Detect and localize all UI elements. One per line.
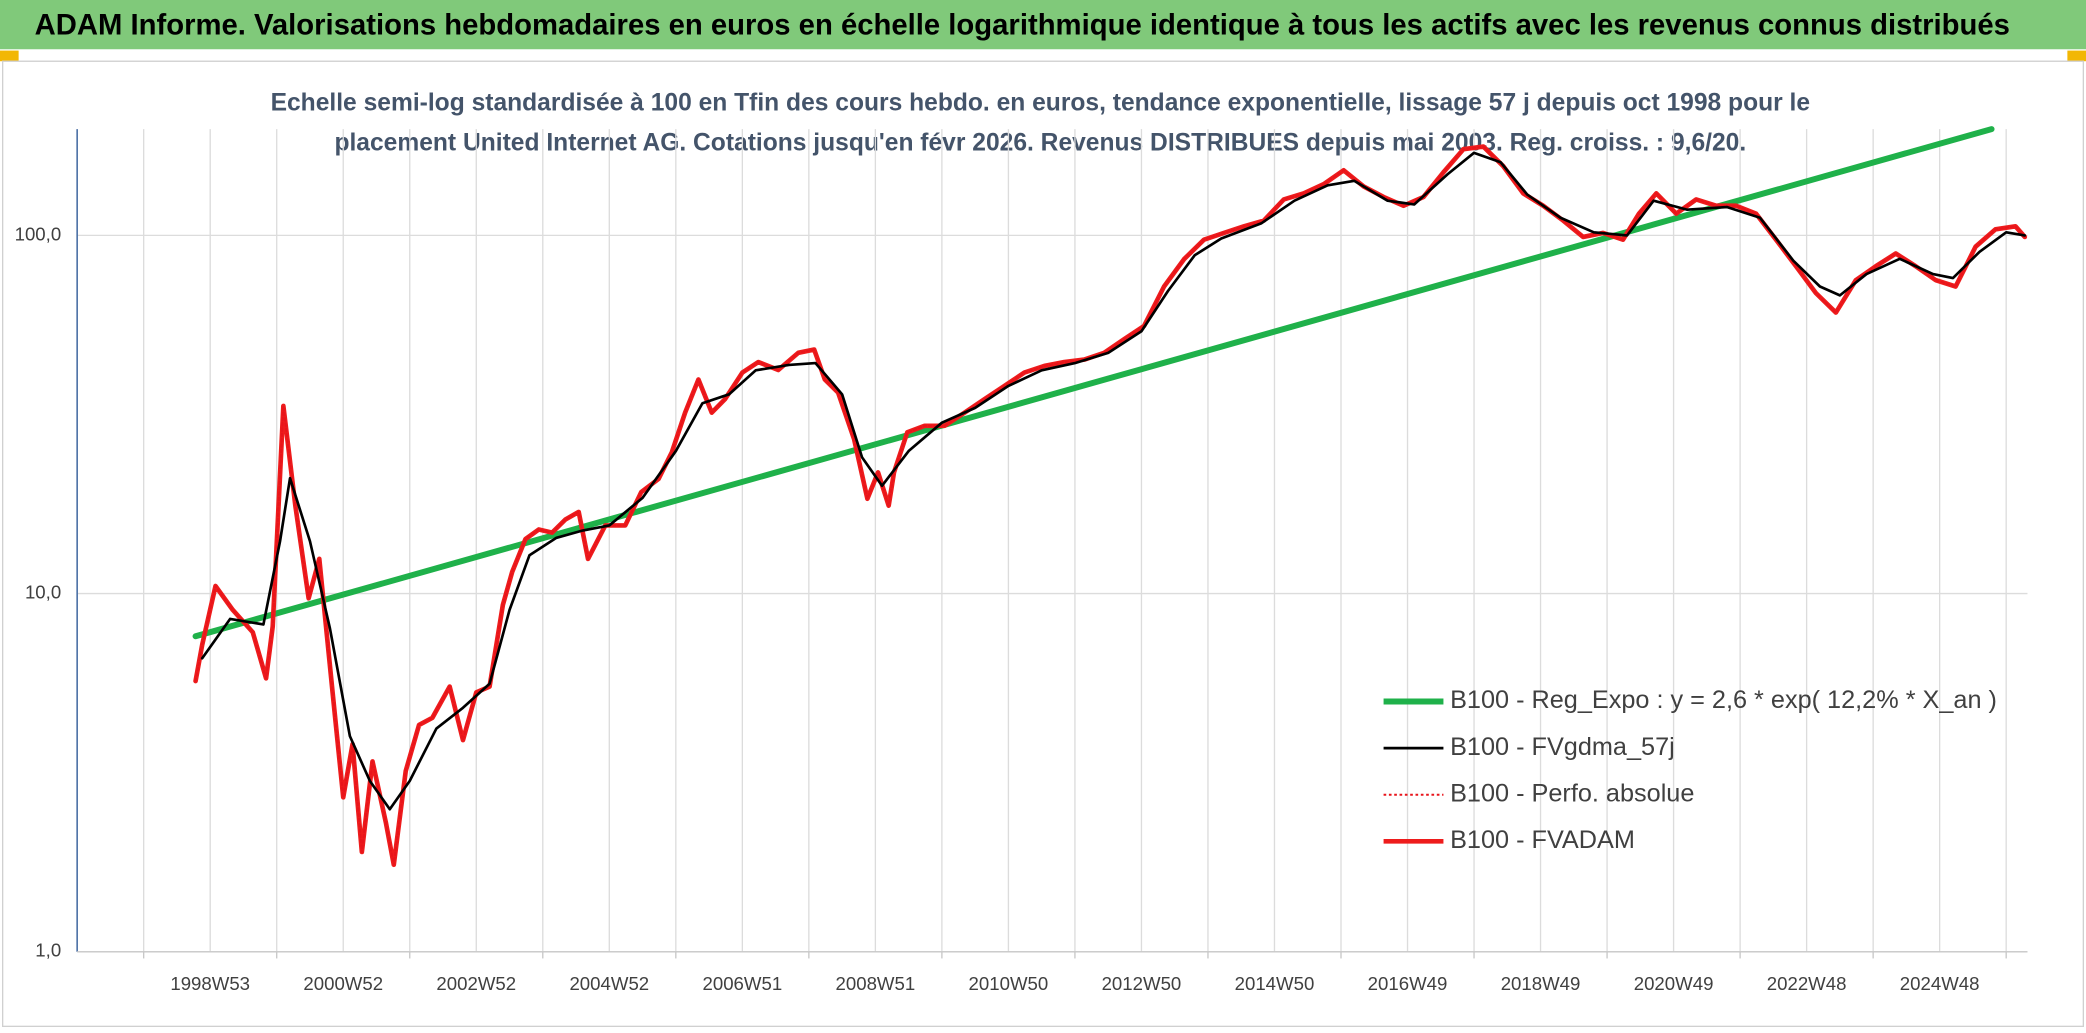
x-tick-label: 2020W49 — [1634, 973, 1714, 994]
y-tick-label: 10,0 — [25, 582, 61, 603]
title-banner — [0, 0, 2086, 50]
x-tick-label: 2004W52 — [569, 973, 649, 994]
x-tick-label: 2014W50 — [1235, 973, 1315, 994]
x-tick-label: 2018W49 — [1501, 973, 1581, 994]
corner-mark — [0, 50, 19, 62]
legend-label: B100 - Perfo. absolue — [1450, 779, 1694, 807]
x-tick-label: 1998W53 — [170, 973, 250, 994]
y-tick-label: 1,0 — [35, 940, 61, 961]
x-tick-label: 2008W51 — [836, 973, 916, 994]
x-tick-label: 2006W51 — [702, 973, 782, 994]
legend-label: B100 - FVgdma_57j — [1450, 733, 1675, 761]
x-tick-label: 2022W48 — [1767, 973, 1847, 994]
x-tick-label: 2000W52 — [303, 973, 383, 994]
corner-mark — [2067, 50, 2086, 62]
series-line — [200, 151, 2027, 811]
y-tick-label: 100,0 — [15, 223, 62, 244]
series-line — [192, 126, 1995, 640]
x-tick-label: 2016W49 — [1368, 973, 1448, 994]
x-tick-label: 2024W48 — [1900, 973, 1980, 994]
chart-title: ADAM Informe. Valorisations hebdomadaire… — [35, 9, 2010, 41]
x-tick-label: 2012W50 — [1102, 973, 1182, 994]
x-tick-label: 2002W52 — [436, 973, 516, 994]
chart-subtitle: placement United Internet AG. Cotations … — [334, 129, 1746, 156]
x-tick-label: 2010W50 — [969, 973, 1049, 994]
legend-label: B100 - FVADAM — [1450, 826, 1635, 854]
chart-subtitle: Echelle semi-log standardisée à 100 en T… — [271, 89, 1810, 116]
series-line — [194, 145, 2026, 866]
legend-label: B100 - Reg_Expo : y = 2,6 * exp( 12,2% *… — [1450, 686, 1997, 714]
chart-frame — [1, 60, 2085, 1028]
